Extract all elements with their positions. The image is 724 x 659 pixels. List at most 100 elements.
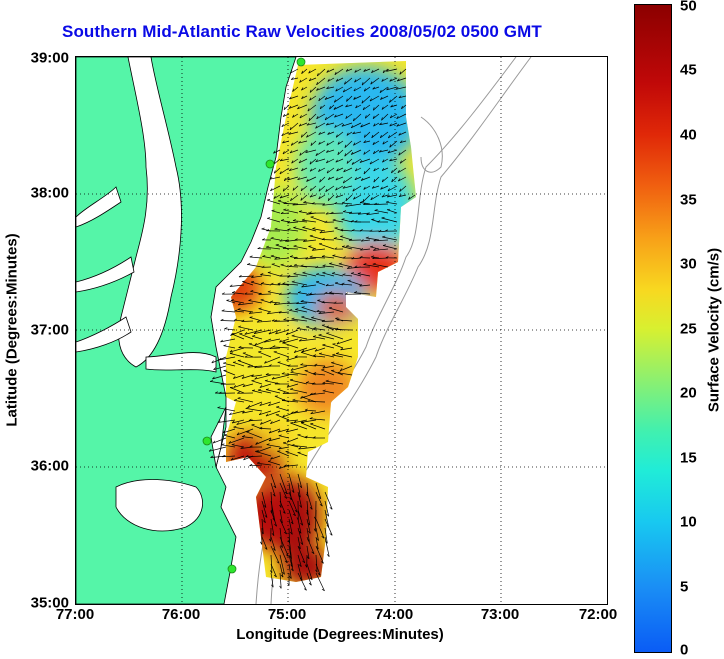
velocity-arrow: [346, 95, 353, 102]
velocity-arrowhead: [387, 208, 391, 211]
velocity-arrow: [298, 140, 308, 144]
velocity-arrowhead: [344, 81, 346, 85]
velocity-arrow: [301, 219, 317, 223]
velocity-arrowhead: [378, 149, 382, 153]
velocity-arrowhead: [304, 408, 308, 411]
velocity-arrow: [281, 131, 290, 137]
velocity-arrow: [326, 86, 335, 89]
velocity-arrowhead: [399, 71, 402, 75]
velocity-arrow: [283, 203, 299, 205]
velocity-arrowhead: [278, 434, 282, 437]
velocity-arrow: [288, 131, 299, 135]
velocity-arrowhead: [292, 398, 296, 401]
velocity-arrowhead: [261, 227, 265, 230]
velocity-arrow: [292, 203, 308, 206]
velocity-arrowhead: [301, 349, 305, 353]
velocity-arrow: [360, 122, 371, 128]
velocity-arrow: [318, 194, 326, 200]
velocity-arrowhead: [289, 497, 292, 501]
velocity-arrowhead: [267, 311, 270, 315]
velocity-arrowhead: [311, 551, 315, 554]
map-panel[interactable]: [75, 56, 608, 605]
velocity-arrow: [326, 140, 335, 146]
velocity-arrow: [304, 409, 317, 412]
velocity-arrowhead: [373, 248, 376, 251]
velocity-arrowhead: [336, 168, 339, 172]
velocity-arrowhead: [281, 398, 285, 401]
velocity-arrow: [296, 302, 308, 304]
velocity-arrow: [282, 342, 299, 349]
velocity-arrow: [279, 518, 287, 535]
velocity-arrowhead: [265, 245, 270, 248]
velocity-arrowhead: [385, 256, 389, 259]
velocity-arrow: [327, 131, 335, 135]
velocity-arrowhead: [264, 515, 268, 518]
velocity-arrowhead: [327, 176, 331, 180]
velocity-arrowhead: [382, 235, 386, 238]
velocity-arrow: [322, 265, 335, 268]
velocity-arrowhead: [275, 244, 279, 246]
velocity-arrow: [315, 122, 326, 129]
velocity-arrow: [398, 149, 407, 156]
velocity-arrow: [318, 243, 335, 250]
velocity-arrowhead: [299, 115, 302, 119]
velocity-arrow: [335, 131, 344, 138]
velocity-arrowhead: [338, 262, 342, 265]
velocity-arrowhead: [262, 238, 265, 241]
colorbar-tick: 50: [680, 0, 697, 15]
velocity-arrowhead: [302, 560, 306, 564]
velocity-arrow: [277, 361, 290, 367]
velocity-arrow: [279, 545, 288, 563]
velocity-arrowhead: [357, 272, 361, 274]
velocity-arrowhead: [300, 351, 305, 353]
velocity-arrowhead: [210, 455, 214, 458]
velocity-arrow: [313, 373, 326, 376]
velocity-arrow: [299, 149, 308, 156]
velocity-arrowhead: [251, 275, 255, 278]
velocity-arrowhead: [309, 417, 313, 420]
velocity-arrowhead: [294, 510, 298, 513]
velocity-arrowhead: [271, 376, 275, 380]
velocity-arrow: [288, 509, 294, 525]
velocity-arrowhead: [398, 194, 402, 197]
velocity-arrowhead: [318, 242, 323, 245]
velocity-arrow: [287, 275, 299, 278]
colorbar: [634, 4, 672, 653]
velocity-arrow: [299, 77, 308, 83]
velocity-arrowhead: [354, 79, 357, 83]
velocity-arrow: [288, 545, 293, 567]
velocity-arrowhead: [212, 440, 216, 444]
velocity-arrow: [230, 300, 245, 304]
velocity-arrow: [343, 86, 353, 93]
velocity-arrowhead: [233, 376, 236, 379]
velocity-arrow: [290, 410, 308, 414]
velocity-arrow: [322, 390, 335, 394]
velocity-arrow: [297, 563, 303, 581]
velocity-arrowhead: [335, 159, 338, 163]
velocity-arrowhead: [336, 318, 340, 321]
velocity-arrowhead: [269, 176, 273, 180]
velocity-arrowhead: [257, 388, 261, 391]
velocity-arrowhead: [322, 381, 326, 384]
velocity-arrowhead: [362, 107, 365, 111]
velocity-arrow: [242, 281, 254, 286]
velocity-arrowhead: [342, 273, 346, 276]
velocity-arrowhead: [333, 301, 337, 304]
velocity-arrow: [321, 239, 335, 241]
velocity-arrowhead: [290, 368, 294, 371]
x-tick-label: 77:00: [55, 606, 95, 623]
velocity-arrowhead: [221, 443, 225, 446]
velocity-arrow: [366, 212, 380, 216]
velocity-arrowhead: [304, 564, 308, 568]
velocity-arrow: [231, 333, 245, 340]
velocity-arrow: [333, 238, 344, 241]
velocity-arrowhead: [322, 389, 326, 392]
velocity-arrow: [229, 387, 245, 394]
velocity-arrowhead: [242, 384, 246, 387]
velocity-arrow: [315, 527, 319, 541]
velocity-arrowhead: [342, 186, 346, 189]
velocity-arrow: [264, 356, 281, 364]
velocity-arrowhead: [276, 561, 280, 564]
velocity-arrowhead: [350, 272, 354, 274]
velocity-arrow: [244, 329, 263, 335]
